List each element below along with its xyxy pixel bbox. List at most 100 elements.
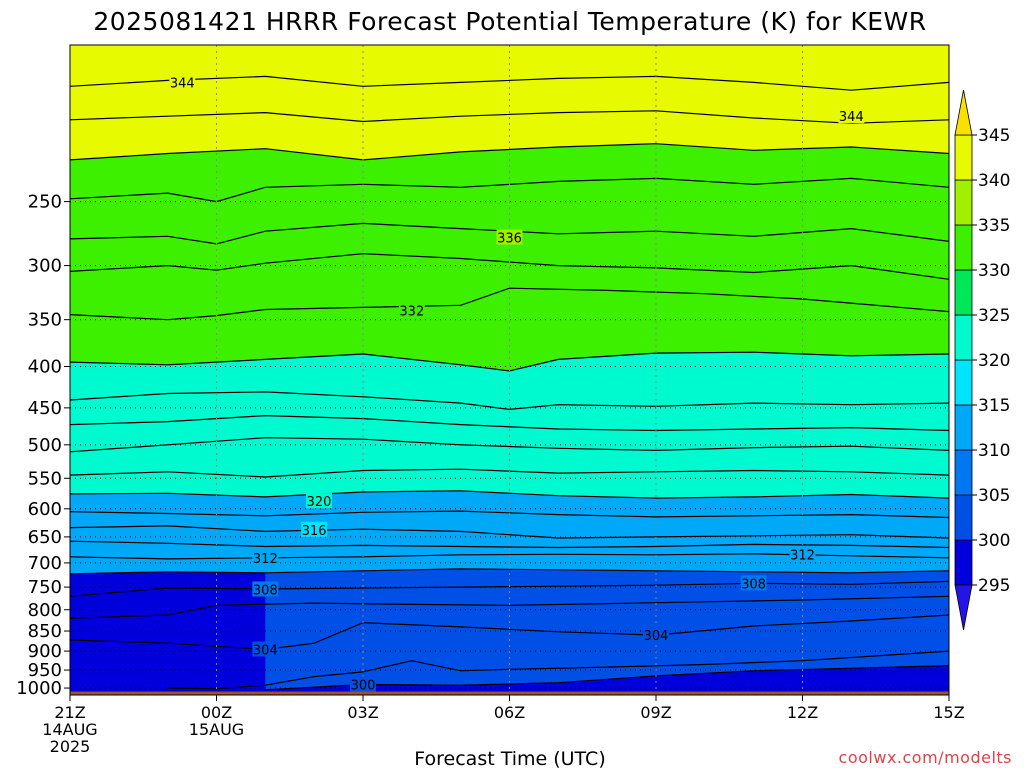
contour-label-bg	[740, 575, 767, 591]
colorbar-tick-label: 315	[978, 396, 1010, 416]
fill-above-340	[70, 45, 949, 160]
y-axis: 2503003504004505005506006507007508008509…	[16, 192, 70, 699]
y-tick-label: 500	[28, 435, 62, 456]
ground-band	[70, 691, 949, 695]
isentrope-332	[70, 287, 949, 321]
x-tick-label: 15Z	[933, 703, 964, 722]
isentrope-344	[70, 75, 949, 91]
x-tick-label: 15AUG	[189, 720, 244, 739]
temperature-fill-layers	[70, 45, 949, 695]
colorbar-tick-label: 325	[978, 306, 1010, 326]
colorbar-tick-label: 345	[978, 126, 1010, 146]
x-tick-label: 12Z	[787, 703, 818, 722]
contour-label: 312	[790, 548, 815, 563]
colorbar-segment	[954, 179, 973, 226]
colorbar-segment	[954, 359, 973, 406]
colorbar: 295 300 305 310 315 320 325 330 335 340 345	[954, 89, 1010, 631]
chart-title: 2025081421 HRRR Forecast Potential Tempe…	[93, 7, 926, 36]
contour-label: 304	[644, 629, 669, 644]
isentrope-304	[70, 614, 949, 651]
y-tick-label: 1000	[16, 678, 62, 699]
y-tick-label: 400	[28, 357, 62, 378]
y-tick-label: 800	[28, 600, 62, 621]
y-tick-label: 700	[28, 553, 62, 574]
contour-label: 300	[351, 679, 376, 694]
contour-label: 312	[253, 552, 278, 567]
colorbar-tick-label: 320	[978, 351, 1010, 371]
colorbar-tick-label: 310	[978, 441, 1010, 461]
y-tick-label: 650	[28, 527, 62, 548]
isentrope-310	[70, 568, 949, 575]
contour-label: 308	[741, 577, 766, 592]
colorbar-segment	[954, 224, 973, 271]
contour-label-bg	[252, 581, 279, 597]
colorbar-segment	[954, 404, 973, 451]
contour-label-bg	[252, 641, 279, 657]
y-tick-label: 300	[28, 256, 62, 277]
contour-label: 304	[253, 644, 278, 659]
colorbar-segment	[954, 314, 973, 361]
colorbar-segment	[954, 269, 973, 316]
isentrope-316	[70, 525, 949, 539]
colorbar-segment	[954, 449, 973, 496]
contour-label-bg	[350, 676, 376, 692]
colorbar-tick-label: 295	[978, 576, 1010, 596]
colorbar-segment	[954, 539, 973, 586]
colorbar-extend-min	[954, 584, 973, 631]
x-tick-label: 09Z	[640, 703, 671, 722]
isentrope-338	[70, 177, 949, 203]
y-tick-label: 600	[28, 499, 62, 520]
colorbar-tick-label: 330	[978, 261, 1010, 281]
x-tick-label: 00Z	[201, 703, 232, 722]
colorbar-tick-label: 335	[978, 216, 1010, 236]
contour-label-bg	[301, 521, 328, 537]
contour-label: 332	[399, 305, 424, 320]
contour-label: 308	[253, 583, 278, 598]
x-tick-label: 2025	[50, 737, 91, 756]
isentrope-342	[70, 110, 949, 124]
contour-label: 336	[497, 232, 522, 247]
isentrope-334	[70, 253, 949, 280]
isentrope-302	[167, 650, 949, 690]
credit-text: coolwx.com/modelts	[839, 748, 1012, 767]
contour-label-bg	[306, 493, 333, 509]
contour-label-bg	[169, 74, 196, 90]
contour-label-bg	[643, 627, 669, 643]
colorbar-segment	[954, 134, 973, 181]
x-tick-label: 14AUG	[42, 720, 97, 739]
grid-lines	[70, 45, 949, 695]
y-tick-label: 850	[28, 621, 62, 642]
y-tick-label: 950	[28, 660, 62, 681]
x-tick-label: 03Z	[347, 703, 378, 722]
y-tick-label: 550	[28, 468, 62, 489]
contour-label-bg	[789, 546, 816, 562]
contour-label: 320	[307, 495, 332, 510]
y-tick-label: 250	[28, 192, 62, 213]
y-tick-label: 450	[28, 398, 62, 419]
x-tick-label: 06Z	[494, 703, 525, 722]
isentrope-300	[265, 665, 949, 691]
contour-label: 316	[302, 524, 327, 539]
contour-label: 344	[839, 110, 864, 125]
contour-label-bg	[496, 229, 523, 245]
surface-band	[70, 691, 949, 695]
y-tick-label: 900	[28, 641, 62, 662]
colorbar-tick-label: 340	[978, 171, 1010, 191]
contour-label: 344	[170, 76, 195, 91]
contour-label-bg	[398, 302, 425, 318]
contour-label-bg	[838, 108, 865, 124]
contour-labels: 344 344 336 332 320 316 312 312 308 308 304 304 300	[169, 74, 865, 694]
colorbar-tick-label: 305	[978, 486, 1010, 506]
y-tick-label: 750	[28, 577, 62, 598]
y-tick-label: 350	[28, 310, 62, 331]
colorbar-extend-max	[954, 89, 973, 136]
x-tick-label: 21Z	[54, 703, 85, 722]
isentrope-328	[70, 391, 949, 411]
contour-label-bg	[252, 549, 279, 565]
colorbar-segment	[954, 494, 973, 541]
isentrope-306	[70, 595, 949, 619]
x-axis-label: Forecast Time (UTC)	[414, 748, 605, 768]
isentrope-336	[70, 222, 949, 245]
